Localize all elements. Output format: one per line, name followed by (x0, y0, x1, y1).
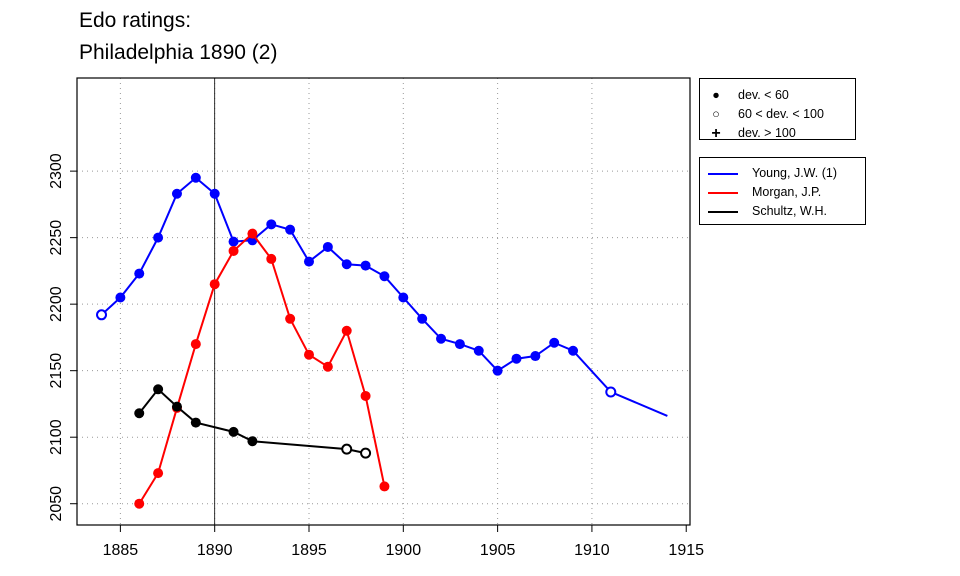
legend-item-plus: + dev. > 100 (700, 124, 855, 143)
legend-label: Young, J.W. (1) (752, 166, 837, 180)
legend-item-open: ○ 60 < dev. < 100 (700, 105, 855, 124)
data-point (303, 256, 314, 267)
y-tick-label: 2250 (48, 220, 65, 256)
legend-item-young: Young, J.W. (1) (700, 164, 865, 183)
legend-item-morgan: Morgan, J.P. (700, 183, 865, 202)
x-tick-label: 1895 (291, 542, 327, 559)
y-tick-label: 2050 (48, 486, 65, 522)
data-point (379, 271, 390, 282)
data-point (379, 481, 390, 492)
filled-circle-icon: ● (712, 88, 720, 102)
chart-title-line-2: Philadelphia 1890 (2) (79, 41, 278, 64)
legend-label: dev. < 60 (738, 88, 789, 102)
data-point (341, 259, 352, 270)
data-point (530, 351, 541, 362)
legend-label: dev. > 100 (738, 126, 796, 140)
data-point (322, 241, 333, 252)
data-point-open (605, 386, 617, 398)
data-point-open (341, 443, 353, 455)
data-point (228, 245, 239, 256)
data-point (153, 468, 164, 479)
data-point (209, 279, 220, 290)
x-tick-label: 1900 (386, 542, 422, 559)
data-point (511, 353, 522, 364)
data-point (115, 292, 126, 303)
x-tick-label: 1910 (574, 542, 610, 559)
marker-legend: ● dev. < 60 ○ 60 < dev. < 100 + dev. > 100 (699, 78, 856, 143)
y-tick-label: 2100 (48, 419, 65, 455)
data-point (398, 292, 409, 303)
data-point (228, 236, 239, 247)
chart-title-line-1: Edo ratings: (79, 9, 192, 32)
series-line-swatch (708, 173, 738, 175)
legend-label: Morgan, J.P. (752, 185, 822, 199)
data-point (285, 313, 296, 324)
data-point (473, 345, 484, 356)
data-point (549, 337, 560, 348)
plot-frame (76, 77, 691, 526)
data-point (171, 188, 182, 199)
data-point (454, 339, 465, 350)
open-circle-icon: ○ (712, 107, 720, 121)
data-point (360, 390, 371, 401)
data-point (134, 498, 145, 509)
data-point (322, 361, 333, 372)
legend-label: Schultz, W.H. (752, 204, 828, 218)
data-point (209, 188, 220, 199)
plus-icon: + (711, 125, 721, 142)
data-point (190, 172, 201, 183)
data-point (266, 219, 277, 230)
data-point (153, 384, 164, 395)
data-point (153, 232, 164, 243)
data-point (360, 260, 371, 271)
data-point (247, 228, 258, 239)
legend-label: 60 < dev. < 100 (738, 107, 824, 121)
data-point (247, 436, 258, 447)
data-point (266, 253, 277, 264)
data-point (190, 339, 201, 350)
data-point (303, 349, 314, 360)
series-line-0 (100, 176, 668, 417)
data-point (134, 268, 145, 279)
y-tick-label: 2200 (48, 286, 65, 322)
y-tick-label: 2150 (48, 353, 65, 389)
y-tick-label: 2300 (48, 153, 65, 189)
series-legend: Young, J.W. (1) Morgan, J.P. Schultz, W.… (699, 157, 866, 225)
data-point-open (360, 447, 372, 459)
series-line-swatch (708, 192, 738, 194)
series-line-swatch (708, 211, 738, 213)
data-point (285, 224, 296, 235)
legend-item-schultz: Schultz, W.H. (700, 202, 865, 221)
x-tick-label: 1915 (668, 542, 704, 559)
data-point (171, 401, 182, 412)
data-point (436, 333, 447, 344)
legend-item-filled: ● dev. < 60 (700, 86, 855, 105)
data-point (228, 426, 239, 437)
data-point (134, 408, 145, 419)
x-tick-label: 1885 (103, 542, 139, 559)
x-tick-label: 1890 (197, 542, 233, 559)
series-line-1 (138, 232, 386, 505)
x-tick-label: 1905 (480, 542, 516, 559)
data-point (190, 417, 201, 428)
data-point (417, 313, 428, 324)
data-point (568, 345, 579, 356)
data-point (341, 325, 352, 336)
data-point (492, 365, 503, 376)
data-point-open (96, 309, 108, 321)
